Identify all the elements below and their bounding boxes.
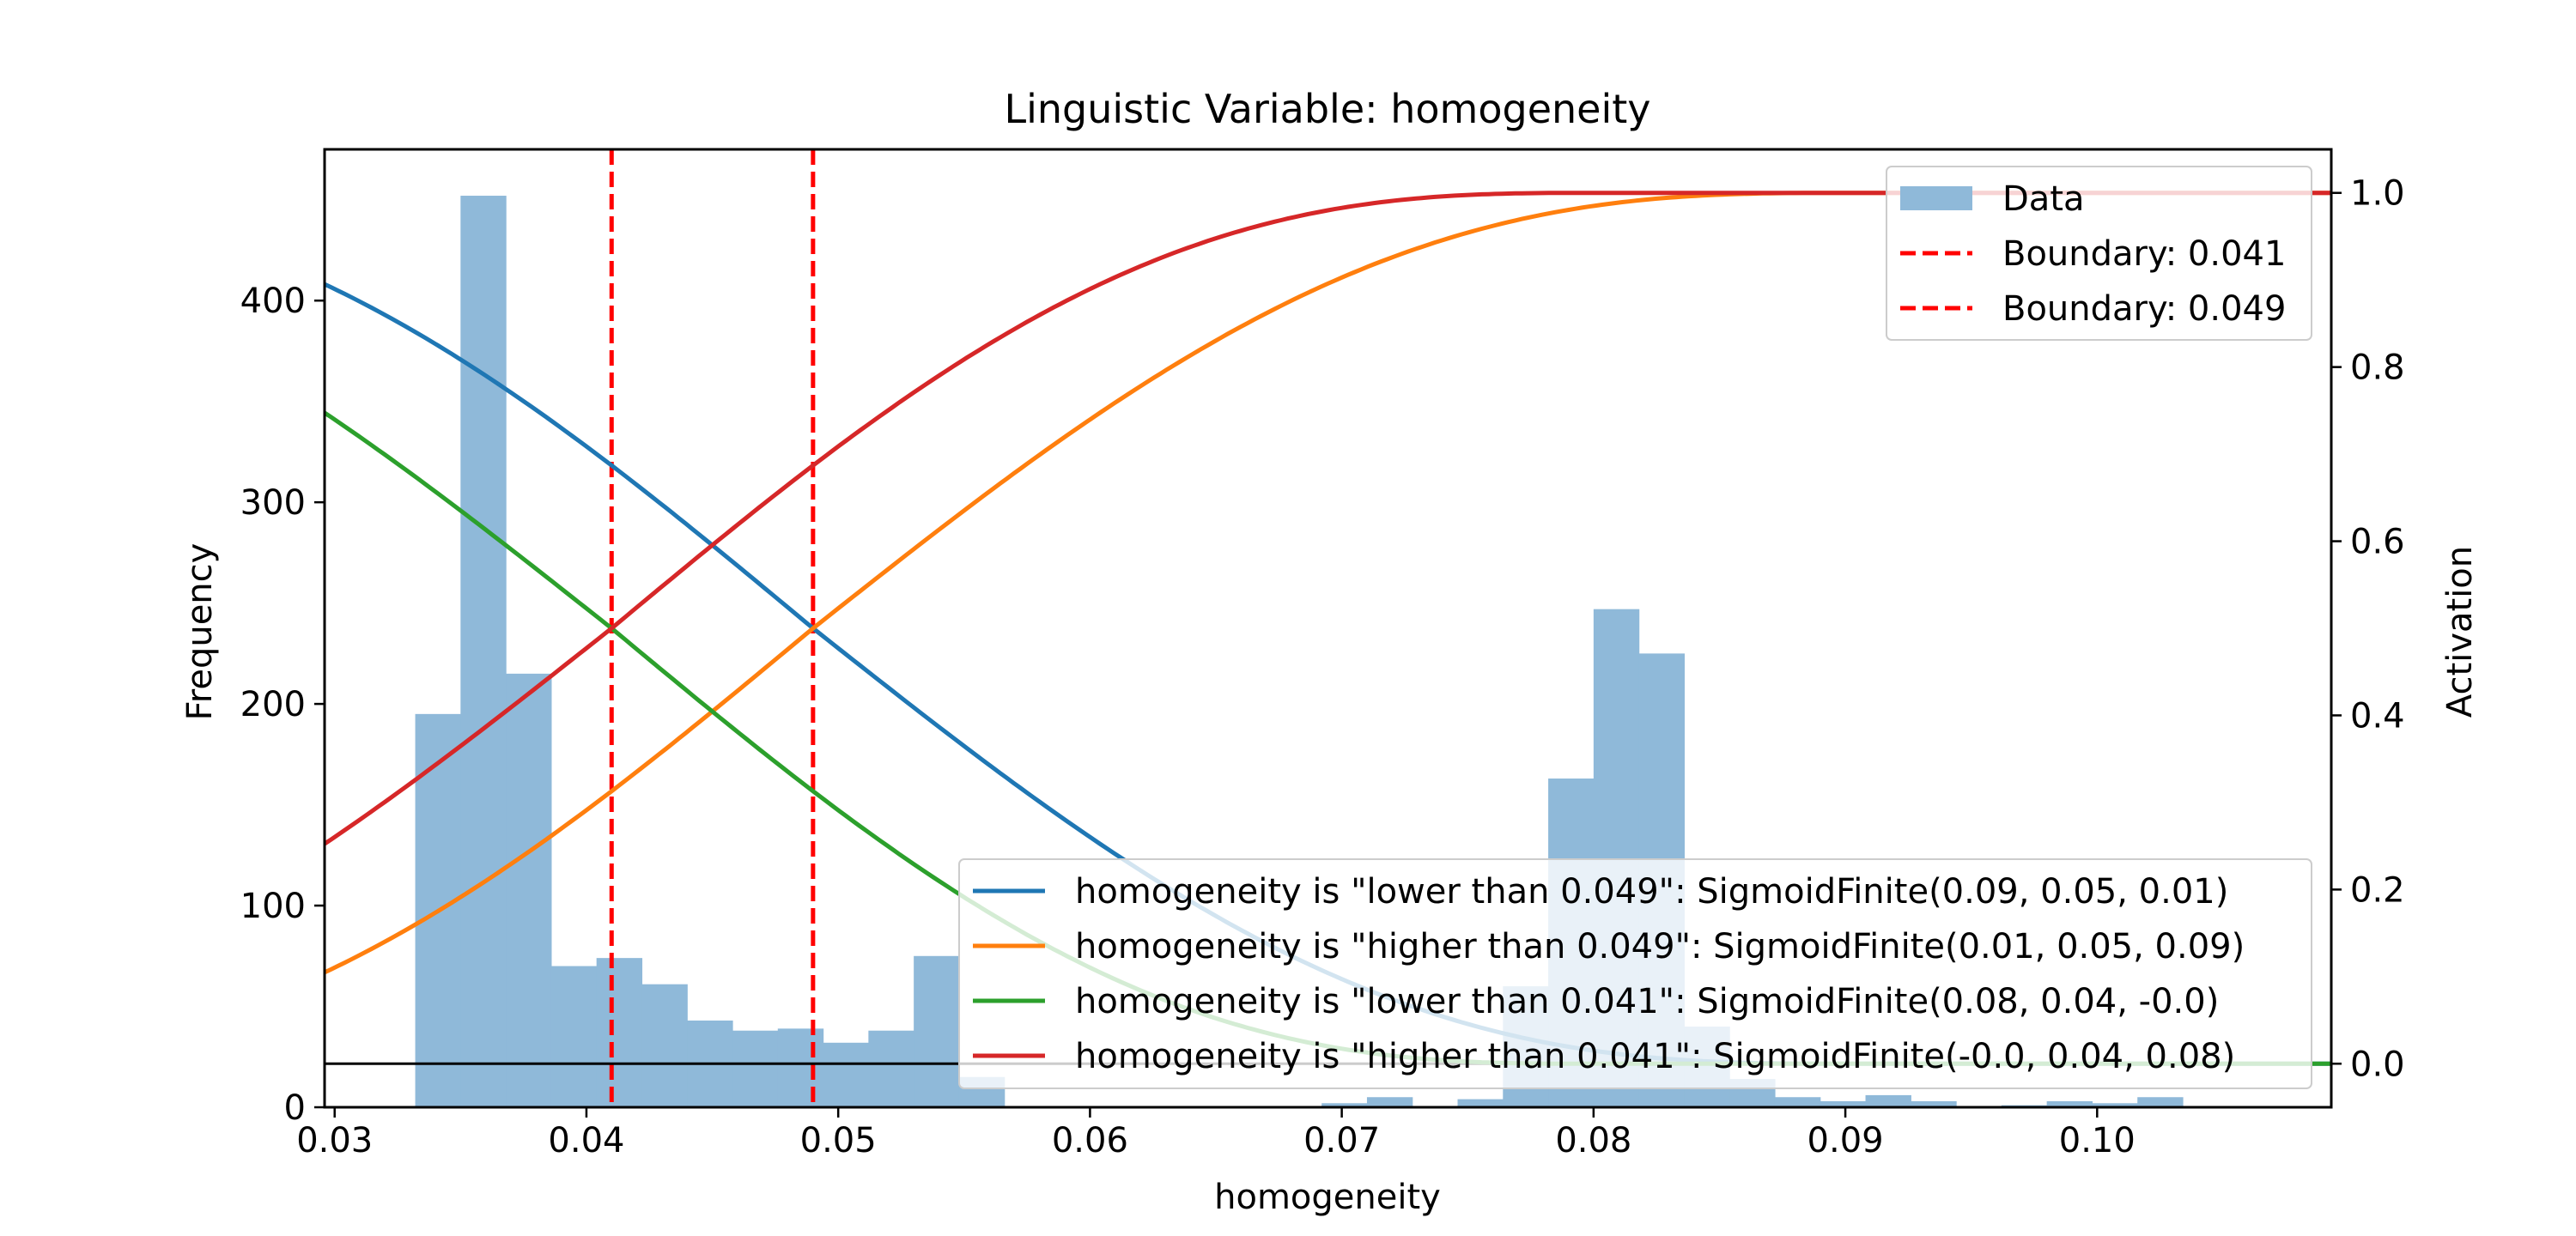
legend-label: homogeneity is "lower than 0.041": Sigmo…	[1075, 982, 2219, 1021]
y-tick-label-right: 0.0	[2350, 1045, 2405, 1084]
legend-box	[958, 858, 2312, 1089]
x-tick-label: 0.10	[2059, 1121, 2136, 1160]
histogram-bar	[641, 984, 688, 1107]
histogram-bar	[460, 196, 507, 1108]
legend-label: homogeneity is "lower than 0.049": Sigmo…	[1075, 872, 2228, 912]
legend-label: homogeneity is "higher than 0.041": Sigm…	[1075, 1037, 2235, 1076]
histogram-bar	[1321, 1103, 1368, 1107]
histogram-bar	[1457, 1099, 1504, 1107]
histogram-bar	[732, 1030, 779, 1107]
histogram-bar	[823, 1042, 869, 1107]
y-tick-label-left: 100	[240, 887, 306, 926]
y-axis-label-right: Activation	[2440, 546, 2480, 718]
legend-bottom-right: homogeneity is "lower than 0.049": Sigmo…	[958, 858, 2312, 1089]
x-axis-label: homogeneity	[1214, 1178, 1441, 1217]
legend-label: homogeneity is "higher than 0.049": Sigm…	[1075, 927, 2245, 966]
legend-swatch	[1900, 186, 1972, 210]
histogram-bar	[777, 1028, 824, 1107]
x-tick-label: 0.07	[1303, 1121, 1380, 1160]
histogram-bar	[914, 955, 960, 1107]
histogram-bar	[1820, 1100, 1867, 1107]
y-tick-label-left: 0	[284, 1088, 306, 1128]
y-tick-label-right: 0.6	[2350, 523, 2405, 562]
chart-title: Linguistic Variable: homogeneity	[1004, 86, 1650, 132]
y-tick-label-left: 400	[240, 282, 306, 321]
x-tick-label: 0.09	[1807, 1121, 1884, 1160]
histogram-bar	[596, 958, 643, 1107]
y-tick-label-right: 1.0	[2350, 174, 2405, 214]
x-tick-label: 0.08	[1555, 1121, 1631, 1160]
histogram-bar	[1911, 1100, 1957, 1107]
legend-top-right: Data Boundary: 0.041 Boundary: 0.049	[1886, 166, 2312, 341]
y-tick-label-right: 0.4	[2350, 696, 2405, 736]
x-tick-label: 0.03	[296, 1121, 373, 1160]
histogram-bar	[1366, 1097, 1413, 1107]
histogram-bar	[868, 1030, 914, 1107]
plot-frame	[323, 148, 2333, 1109]
y-tick-label-right: 0.2	[2350, 870, 2405, 910]
legend-label: Boundary: 0.041	[2002, 234, 2286, 274]
y-axis-label-left: Frequency	[180, 543, 220, 721]
histogram-bar	[2137, 1097, 2184, 1107]
histogram-bar	[1774, 1097, 1821, 1107]
histogram-bar	[2046, 1100, 2093, 1107]
histogram-bar	[506, 673, 552, 1107]
histogram-bar	[2092, 1103, 2138, 1107]
legend-box	[1886, 166, 2312, 341]
x-tick-label: 0.05	[800, 1121, 877, 1160]
legend-label: Data	[2002, 179, 2085, 219]
x-tick-label: 0.06	[1052, 1121, 1128, 1160]
x-tick-label: 0.04	[548, 1121, 624, 1160]
histogram-bar	[1865, 1094, 1911, 1107]
legend-label: Boundary: 0.049	[2002, 289, 2286, 329]
histogram-bar	[550, 966, 598, 1107]
y-tick-label-left: 200	[240, 685, 306, 724]
y-tick-label-left: 300	[240, 483, 306, 523]
y-tick-label-right: 0.8	[2350, 348, 2405, 388]
